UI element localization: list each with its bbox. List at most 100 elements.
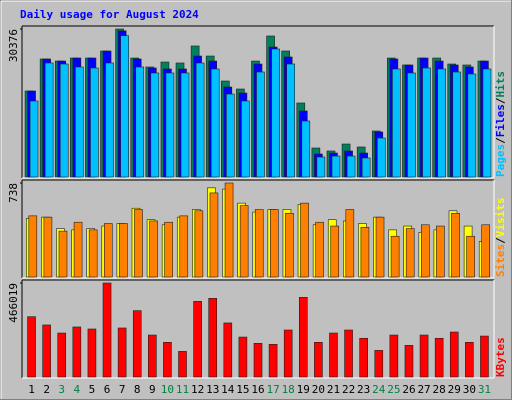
bar <box>163 342 172 378</box>
bar <box>102 282 112 378</box>
bar <box>57 332 67 378</box>
bar <box>405 228 415 278</box>
x-tick-label: 4 <box>74 383 81 396</box>
bar <box>224 182 234 278</box>
x-tick-label: 11 <box>176 383 189 396</box>
x-tick-label: 21 <box>327 383 340 396</box>
bar <box>90 67 99 178</box>
bar <box>28 215 38 278</box>
bar <box>42 324 51 378</box>
bar <box>117 327 127 378</box>
x-tick-label: 28 <box>433 383 446 396</box>
bar <box>271 48 280 178</box>
x-tick-label: 18 <box>282 383 295 396</box>
bar <box>375 216 385 278</box>
bar <box>135 66 145 178</box>
y-tick-label: 30376 <box>7 29 20 62</box>
bar <box>330 225 340 278</box>
legend-entry: Pages <box>494 144 507 177</box>
bar <box>75 66 84 178</box>
legend: KBytes <box>494 337 507 377</box>
x-tick-label: 30 <box>463 383 476 396</box>
bar <box>449 331 459 378</box>
bar <box>360 227 370 278</box>
x-tick-label: 6 <box>104 383 111 396</box>
x-tick-label: 19 <box>297 383 310 396</box>
bar <box>165 72 175 178</box>
bar <box>451 213 460 278</box>
bar <box>436 225 445 278</box>
bar <box>314 342 323 378</box>
x-tick-label: 27 <box>417 383 430 396</box>
bar <box>134 209 143 278</box>
bar <box>148 334 157 378</box>
bar <box>209 192 219 278</box>
bar <box>239 205 249 278</box>
bar <box>480 335 489 378</box>
bar <box>285 213 294 278</box>
bar <box>195 62 205 178</box>
bar <box>210 68 220 178</box>
bar <box>392 68 401 178</box>
legend-separator: / <box>494 97 507 104</box>
legend-separator: / <box>494 137 507 144</box>
legend-entry: Visits <box>494 198 507 238</box>
bar <box>241 100 250 178</box>
bar <box>359 337 368 378</box>
bar <box>390 235 400 278</box>
bar <box>270 209 279 278</box>
bar <box>223 322 233 378</box>
bar <box>481 224 491 278</box>
bar <box>300 202 309 278</box>
bar <box>268 344 278 378</box>
bar <box>419 334 429 378</box>
bar <box>298 297 308 378</box>
bar <box>58 230 68 278</box>
bar <box>180 72 190 178</box>
legend-entry: Files <box>494 104 507 137</box>
bar <box>103 223 113 278</box>
bar <box>404 345 414 378</box>
y-tick-label: 466019 <box>7 283 20 323</box>
bar <box>301 120 311 178</box>
x-tick-label: 29 <box>448 383 461 396</box>
legend-entry: Sites <box>494 244 507 277</box>
x-tick-label: 10 <box>161 383 174 396</box>
bar <box>193 301 202 378</box>
chart-title: Daily usage for August 2024 <box>20 8 199 21</box>
x-tick-label: 13 <box>206 383 219 396</box>
bar <box>87 328 97 378</box>
x-tick-label: 24 <box>372 383 386 396</box>
bar <box>316 156 326 178</box>
bar <box>283 329 293 378</box>
bar <box>437 68 446 178</box>
bar <box>376 137 386 178</box>
bar <box>164 221 173 278</box>
bar <box>238 336 248 378</box>
bar <box>345 209 355 278</box>
x-tick-label: 14 <box>221 383 235 396</box>
x-tick-label: 3 <box>58 383 65 396</box>
bar <box>59 63 69 178</box>
bar <box>407 72 416 178</box>
bar <box>482 68 492 178</box>
bar <box>27 316 36 378</box>
x-tick-label: 31 <box>478 383 491 396</box>
bar <box>421 224 430 278</box>
bar <box>434 337 444 378</box>
bar <box>331 155 341 178</box>
x-tick-label: 1 <box>28 383 35 396</box>
bar <box>132 310 142 378</box>
bar <box>286 63 295 178</box>
x-tick-label: 20 <box>312 383 325 396</box>
x-tick-label: 17 <box>266 383 279 396</box>
x-tick-label: 7 <box>119 383 126 396</box>
bar <box>29 100 39 178</box>
bar <box>43 216 53 278</box>
legend-separator: / <box>494 237 507 244</box>
x-tick-label: 12 <box>191 383 204 396</box>
x-tick-label: 16 <box>251 383 264 396</box>
bar <box>226 93 235 178</box>
bar <box>422 67 431 178</box>
